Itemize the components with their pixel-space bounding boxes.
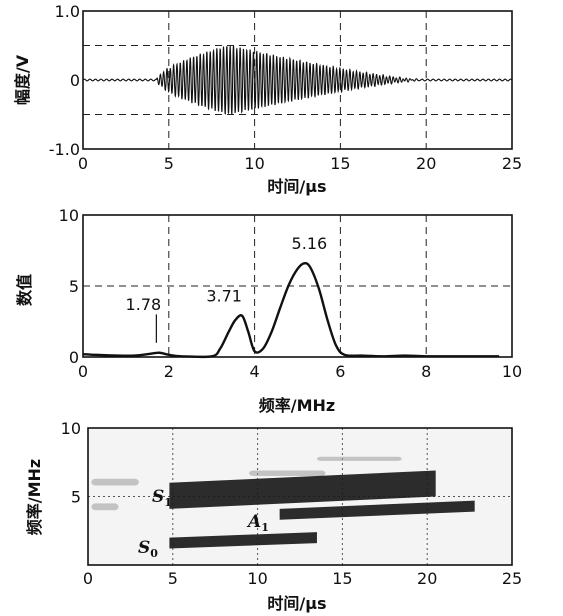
x-tick-label: 20: [416, 154, 436, 173]
x-tick-label: 5: [164, 154, 174, 173]
x-tick-labels: 0 5 10 15 20 25: [78, 154, 522, 173]
grid-lines: [83, 11, 512, 149]
y-tick-label: 5: [71, 488, 81, 507]
x-tick-labels: 0 5 10 15 20 25: [83, 569, 522, 588]
faint-energy-streak: [91, 478, 139, 486]
y-tick-label: 10: [61, 419, 81, 438]
mode-label-s0: S0: [138, 538, 158, 560]
faint-energy-streak: [316, 456, 402, 461]
faint-energy-streak: [91, 503, 119, 511]
peak-label-5-16: 5.16: [292, 234, 328, 253]
y-tick-label: 5: [69, 277, 79, 296]
mode-band: [169, 470, 436, 509]
mode-label-a1: A1: [246, 512, 269, 534]
y-axis-title: 数值: [15, 274, 34, 306]
x-tick-label: 15: [332, 569, 352, 588]
x-tick-label: 20: [417, 569, 437, 588]
mode-band: [279, 500, 475, 520]
x-tick-label: 10: [247, 569, 267, 588]
spectrum-line: [82, 262, 500, 359]
time-frequency-panel: S1 A1 S0 0 5 10 15 20 25 10 5 时间/μs 频率/MHz: [25, 419, 522, 613]
waveform-signal: [82, 45, 513, 115]
faint-energy-streak: [249, 470, 326, 476]
y-tick-label: 0: [69, 348, 79, 367]
y-axis-title: 幅度/V: [13, 54, 32, 105]
y-tick-label: 10: [59, 206, 79, 225]
x-tick-label: 0: [78, 362, 88, 381]
x-axis-title: 时间/μs: [267, 177, 326, 196]
mode-band: [169, 532, 317, 549]
x-tick-label: 10: [502, 362, 522, 381]
waveform-panel: 0 5 10 15 20 25 1.00-1.0 时间/μs 幅度/V: [13, 2, 522, 196]
x-tick-label: 8: [421, 362, 431, 381]
y-tick-label: -1.0: [49, 140, 80, 159]
x-tick-label: 0: [83, 569, 93, 588]
plot-frame: [87, 427, 513, 566]
x-tick-label: 15: [330, 154, 350, 173]
x-tick-label: 0: [78, 154, 88, 173]
y-tick-label: 1.0: [55, 2, 80, 21]
spectrum-panel: 1.78 3.71 5.16 0 2 4 6 8 10 10 5 0 频率/MHz 数值: [15, 206, 522, 415]
peak-label-1-78: 1.78: [126, 295, 162, 314]
mode-label-s1: S1: [152, 487, 172, 509]
y-axis-title: 频率/MHz: [25, 459, 44, 535]
waveform-trace: [82, 45, 513, 115]
x-tick-label: 10: [244, 154, 264, 173]
peak-label-3-71: 3.71: [206, 287, 242, 306]
x-tick-label: 4: [250, 362, 260, 381]
x-tick-labels: 0 2 4 6 8 10: [78, 362, 522, 381]
x-axis-title: 时间/μs: [267, 594, 326, 613]
energy-bands: [91, 456, 475, 549]
y-tick-labels: 10 5: [61, 419, 81, 507]
x-tick-label: 6: [335, 362, 345, 381]
x-tick-label: 5: [168, 569, 178, 588]
y-tick-labels: 10 5 0: [59, 206, 79, 367]
x-axis-title: 频率/MHz: [259, 396, 335, 415]
x-tick-label: 2: [164, 362, 174, 381]
y-tick-labels: 1.0 0 -1.0: [49, 2, 80, 159]
y-tick-label: 0: [70, 71, 80, 90]
x-tick-label: 25: [502, 154, 522, 173]
x-tick-label: 25: [502, 569, 522, 588]
